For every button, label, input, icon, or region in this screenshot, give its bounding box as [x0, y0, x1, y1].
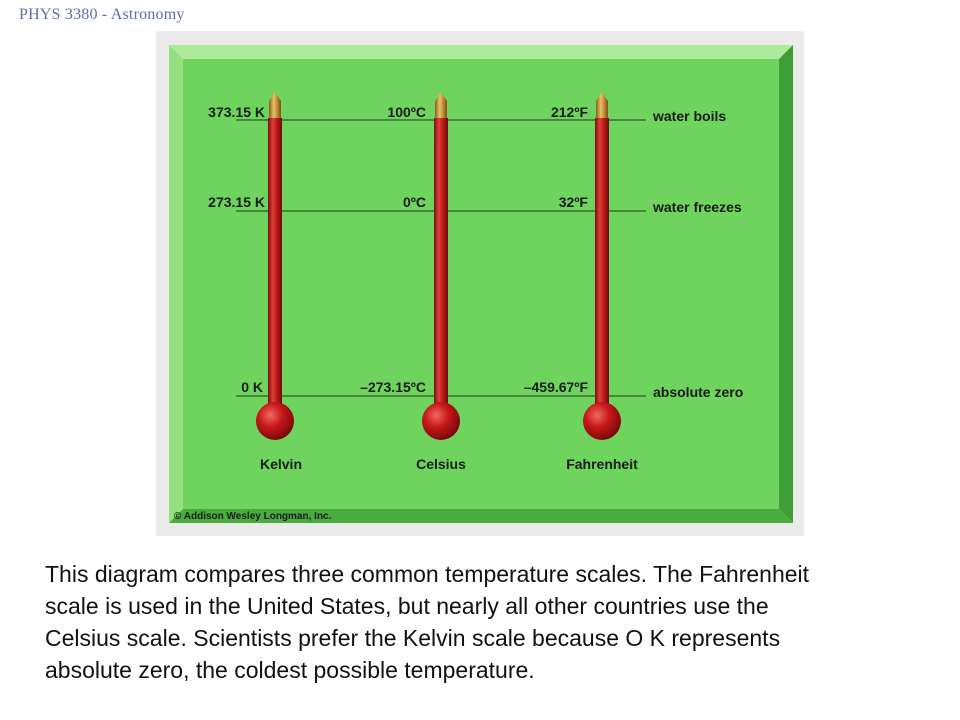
caption-line-4: absolute zero, the coldest possible temp…	[45, 657, 535, 683]
thermometer-cap	[269, 92, 281, 118]
figure-canvas: 373.15 K 273.15 K 0 K Kelvin 100ºC 0ºC –…	[169, 45, 793, 523]
celsius-name-label: Celsius	[416, 456, 466, 472]
celsius-freezes-label: 0ºC	[403, 194, 426, 210]
thermometer-tube	[434, 118, 448, 412]
kelvin-boils-label: 373.15 K	[208, 104, 265, 120]
thermometer-cap	[596, 92, 608, 118]
fahrenheit-freezes-label: 32ºF	[559, 194, 589, 210]
caption-line-1: This diagram compares three common tempe…	[45, 561, 810, 587]
celsius-absolute-zero-label: –273.15ºC	[360, 379, 426, 395]
fahrenheit-boils-label: 212ºF	[551, 104, 588, 120]
fahrenheit-absolute-zero-label: –459.67ºF	[524, 379, 589, 395]
absolute-zero-label: absolute zero	[653, 384, 743, 400]
water-freezes-label: water freezes	[652, 199, 742, 215]
kelvin-freezes-label: 273.15 K	[208, 194, 265, 210]
thermometer-bulb	[256, 402, 294, 440]
water-boils-label: water boils	[652, 108, 726, 124]
thermometer-celsius	[422, 92, 460, 440]
thermometer-bulb	[583, 402, 621, 440]
kelvin-name-label: Kelvin	[260, 456, 302, 472]
panel-bevel-bottom	[169, 509, 793, 523]
thermometer-fahrenheit	[583, 92, 621, 440]
course-title: PHYS 3380 - Astronomy	[19, 6, 185, 23]
celsius-boils-label: 100ºC	[387, 104, 426, 120]
thermometer-tube	[268, 118, 282, 412]
kelvin-absolute-zero-label: 0 K	[241, 379, 263, 395]
panel-bevel-left	[169, 45, 183, 523]
caption-line-3: Celsius scale. Scientists prefer the Kel…	[45, 625, 781, 651]
panel-bevel-right	[779, 45, 793, 523]
fahrenheit-name-label: Fahrenheit	[566, 456, 638, 472]
panel-bevel-top	[169, 45, 793, 59]
thermometer-cap	[435, 92, 447, 118]
thermometer-tube	[595, 118, 609, 412]
thermometer-bulb	[422, 402, 460, 440]
caption-line-2: scale is used in the United States, but …	[45, 593, 769, 619]
figure-caption: This diagram compares three common tempe…	[45, 558, 945, 686]
copyright-credit: © Addison Wesley Longman, Inc.	[174, 511, 332, 522]
temperature-scales-figure: 373.15 K 273.15 K 0 K Kelvin 100ºC 0ºC –…	[156, 31, 804, 536]
thermometer-kelvin	[256, 92, 294, 440]
